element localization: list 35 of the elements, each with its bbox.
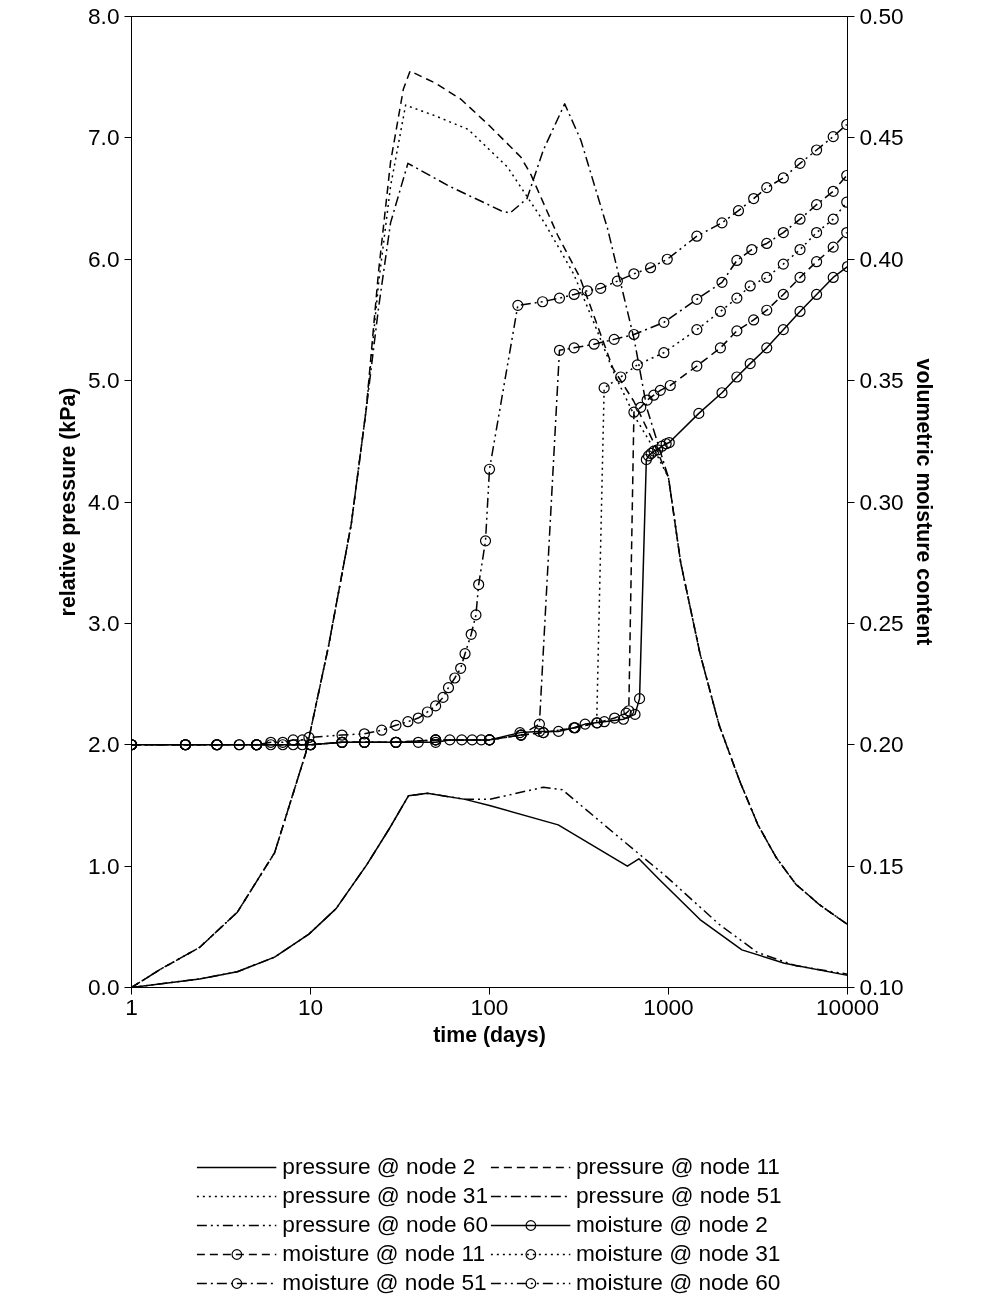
y2-tick-label: 0.40 [859,245,904,272]
y2-tick-label: 0.50 [859,3,904,29]
legend-label: moisture @ node 31 [576,1240,781,1267]
y2-tick-label: 0.15 [859,852,904,879]
y-tick-label: 1.0 [88,852,120,879]
legend-label: moisture @ node 2 [576,1211,768,1238]
y-tick-label: 4.0 [88,488,120,515]
legend-label: moisture @ node 11 [282,1240,486,1267]
y2-tick-label: 0.20 [859,731,904,758]
y2-tick-label: 0.35 [859,367,904,394]
x-axis-title: time (days) [433,1022,546,1047]
y2-tick-label: 0.30 [859,488,904,515]
y-axis-title: relative pressure (kPa) [56,387,80,617]
x-tick-label: 10 [297,993,324,1020]
y-tick-label: 8.0 [88,3,120,29]
y2-tick-label: 0.10 [859,974,904,1000]
y-tick-label: 6.0 [88,245,120,272]
legend-label: pressure @ node 31 [282,1182,488,1209]
y2-axis-title: volumetric moisture content [911,358,936,646]
x-tick-label: 1000 [643,993,694,1020]
legend-label: pressure @ node 51 [576,1182,782,1209]
legend-label: pressure @ node 11 [576,1153,780,1180]
y2-tick-label: 0.45 [859,124,904,151]
y2-tick-label: 0.25 [859,609,904,636]
y-tick-label: 7.0 [88,124,120,151]
x-tick-label: 1 [125,993,138,1020]
y-tick-label: 2.0 [88,731,120,758]
y-tick-label: 5.0 [88,367,120,394]
x-tick-label: 100 [470,993,509,1020]
y-tick-label: 3.0 [88,609,120,636]
legend-label: pressure @ node 2 [282,1153,476,1180]
legend-label: pressure @ node 60 [282,1211,488,1238]
y-tick-label: 0.0 [88,974,120,1000]
legend-label: moisture @ node 51 [282,1269,487,1296]
legend-label: moisture @ node 60 [576,1269,781,1296]
